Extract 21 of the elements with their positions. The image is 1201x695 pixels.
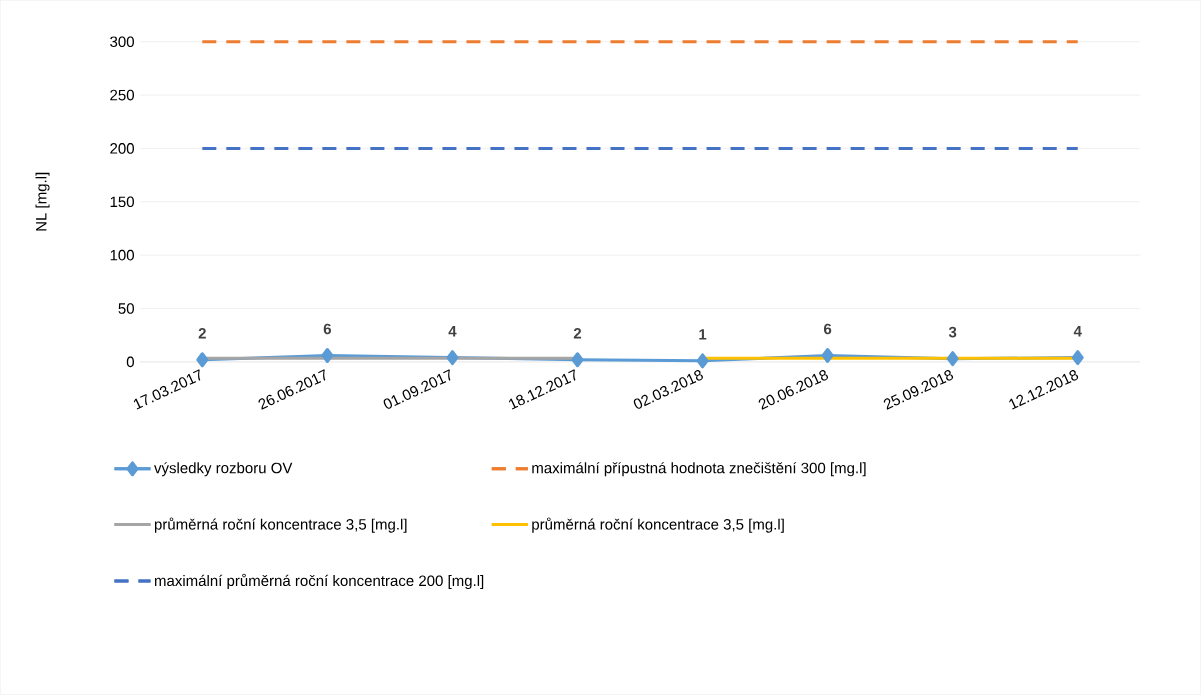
data-label: 3 (948, 326, 957, 338)
y-tick-label: 200 (110, 143, 134, 154)
data-label: 4 (448, 326, 457, 337)
data-label: 1 (699, 329, 707, 340)
legend-label: maximální průměrná roční koncentrace 200 [mg.l] (154, 573, 484, 590)
data-label: 2 (198, 328, 206, 339)
y-tick-label: 50 (118, 303, 134, 314)
y-tick-label: 250 (110, 89, 134, 101)
data-label: 2 (573, 328, 582, 339)
y-axis-title: NL [mg.l] (35, 173, 50, 231)
data-label: 6 (323, 323, 331, 335)
legend-label: průměrná roční koncentrace 3,5 [mg.l] (532, 517, 784, 533)
y-tick-label: 150 (110, 196, 134, 208)
data-label: 6 (823, 323, 832, 335)
y-tick-label: 300 (110, 36, 134, 48)
legend-label: průměrná roční koncentrace 3,5 [mg.l] (154, 517, 407, 533)
y-tick-label: 0 (126, 356, 134, 368)
legend-label: výsledky rozboru OV (154, 462, 293, 477)
data-label: 4 (1073, 326, 1082, 337)
y-tick-label: 100 (110, 249, 134, 261)
legend-label: maximální přípustná hodnota znečištění 300 [mg.l] (532, 462, 866, 477)
